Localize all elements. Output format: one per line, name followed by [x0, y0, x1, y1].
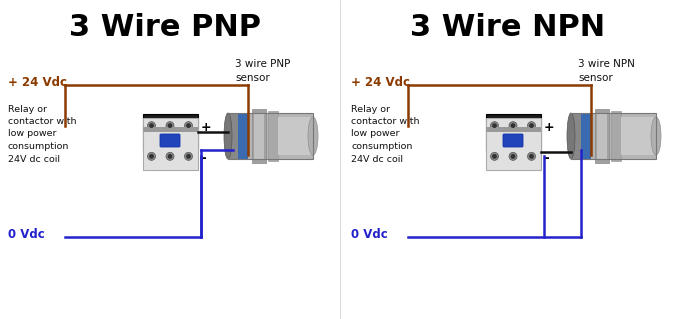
Circle shape	[150, 154, 153, 158]
Circle shape	[509, 152, 517, 160]
Circle shape	[491, 122, 499, 130]
Circle shape	[509, 122, 517, 130]
Bar	[254, 113, 264, 159]
Bar	[486, 127, 541, 132]
Circle shape	[168, 154, 172, 158]
Circle shape	[148, 152, 155, 160]
FancyBboxPatch shape	[503, 134, 523, 147]
Circle shape	[530, 124, 534, 128]
Circle shape	[493, 154, 497, 158]
Circle shape	[150, 124, 153, 128]
Bar	[278, 117, 311, 155]
Text: +: +	[543, 121, 554, 134]
Text: Relay or
contactor with
low power
consumption
24V dc coil: Relay or contactor with low power consum…	[351, 105, 420, 164]
Circle shape	[185, 122, 192, 130]
Text: +: +	[201, 121, 211, 134]
Bar	[228, 113, 313, 159]
Text: -: -	[201, 151, 206, 165]
Circle shape	[166, 152, 174, 160]
Circle shape	[493, 124, 497, 128]
Bar	[595, 109, 609, 163]
Bar	[252, 109, 266, 163]
Text: 3 wire PNP
sensor: 3 wire PNP sensor	[235, 59, 291, 83]
Bar	[142, 118, 197, 170]
Text: 3 Wire PNP: 3 Wire PNP	[69, 13, 261, 42]
Text: 0 Vdc: 0 Vdc	[8, 228, 45, 241]
Bar	[571, 113, 656, 159]
Bar	[621, 117, 654, 155]
Text: 3 wire NPN
sensor: 3 wire NPN sensor	[578, 59, 635, 83]
Bar	[611, 111, 621, 161]
Circle shape	[528, 152, 535, 160]
Text: Relay or
contactor with
low power
consumption
24V dc coil: Relay or contactor with low power consum…	[8, 105, 76, 164]
Bar	[571, 113, 583, 159]
Circle shape	[148, 122, 155, 130]
Bar	[486, 114, 541, 150]
Bar	[142, 114, 197, 150]
Circle shape	[530, 154, 534, 158]
Circle shape	[168, 124, 172, 128]
Bar	[486, 118, 541, 170]
Bar	[238, 113, 248, 159]
Ellipse shape	[224, 113, 232, 159]
Circle shape	[511, 154, 515, 158]
Circle shape	[511, 124, 515, 128]
Ellipse shape	[567, 113, 575, 159]
Bar	[228, 113, 240, 159]
Ellipse shape	[651, 117, 661, 155]
Text: 0 Vdc: 0 Vdc	[351, 228, 387, 241]
Circle shape	[491, 152, 499, 160]
Bar	[268, 111, 278, 161]
Bar	[571, 113, 656, 159]
Bar	[581, 113, 591, 159]
Text: 3 Wire NPN: 3 Wire NPN	[410, 13, 605, 42]
Text: + 24 Vdc: + 24 Vdc	[351, 77, 410, 90]
Text: -: -	[543, 151, 549, 165]
Text: + 24 Vdc: + 24 Vdc	[8, 77, 67, 90]
Bar	[228, 113, 313, 159]
Circle shape	[185, 152, 192, 160]
Ellipse shape	[308, 117, 318, 155]
Circle shape	[186, 154, 190, 158]
Bar	[142, 127, 197, 132]
FancyBboxPatch shape	[160, 134, 180, 147]
Circle shape	[166, 122, 174, 130]
Circle shape	[186, 124, 190, 128]
Circle shape	[528, 122, 535, 130]
Bar	[597, 113, 607, 159]
